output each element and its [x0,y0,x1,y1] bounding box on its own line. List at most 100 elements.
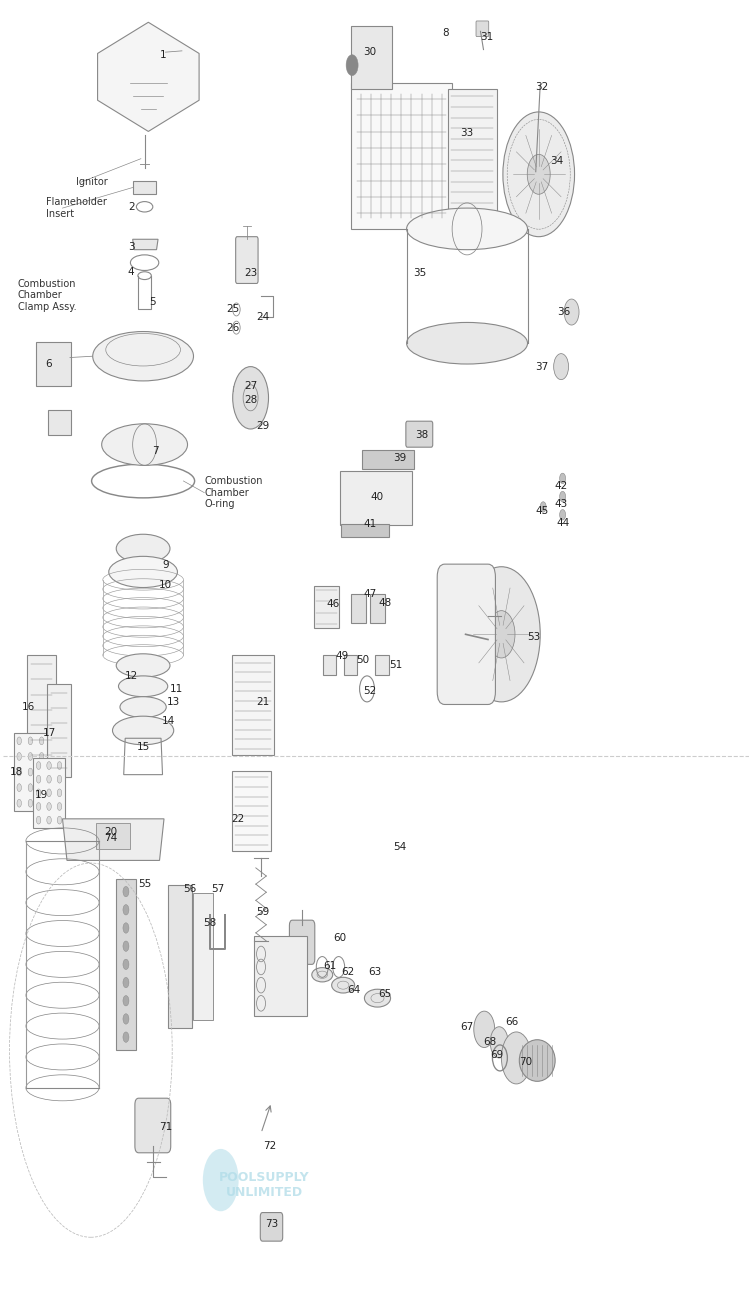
Circle shape [559,492,566,501]
Polygon shape [62,818,164,860]
Text: 47: 47 [363,589,377,599]
Circle shape [47,803,51,810]
Circle shape [57,775,62,783]
Circle shape [203,1148,238,1211]
Text: Ignitor: Ignitor [76,177,108,187]
Circle shape [17,769,22,776]
Text: 29: 29 [256,422,269,432]
Text: 64: 64 [347,985,360,996]
Text: 39: 39 [393,453,407,462]
Text: 27: 27 [244,381,257,392]
Text: 60: 60 [334,933,347,944]
Text: 13: 13 [166,697,180,707]
Circle shape [17,737,22,745]
Text: 38: 38 [416,431,429,441]
Text: 31: 31 [480,31,493,42]
Ellipse shape [332,977,355,993]
Circle shape [123,996,129,1006]
Text: 33: 33 [460,128,474,138]
FancyBboxPatch shape [33,758,65,827]
Ellipse shape [117,534,170,562]
Circle shape [17,800,22,806]
Text: 9: 9 [162,560,168,570]
Circle shape [28,784,32,792]
Ellipse shape [109,556,177,587]
Text: 14: 14 [162,716,175,727]
Ellipse shape [365,989,390,1007]
Text: 45: 45 [535,506,548,515]
Circle shape [47,790,51,797]
Text: 24: 24 [256,312,269,322]
Text: 68: 68 [483,1037,496,1048]
FancyBboxPatch shape [344,655,357,675]
FancyBboxPatch shape [447,89,497,210]
Text: 53: 53 [528,632,541,642]
Ellipse shape [520,1040,555,1082]
Ellipse shape [92,331,193,381]
Ellipse shape [119,676,168,697]
Text: 35: 35 [413,268,426,278]
Circle shape [57,790,62,797]
Text: 41: 41 [363,519,377,529]
Text: 8: 8 [442,27,449,38]
Circle shape [28,800,32,806]
Circle shape [123,977,129,988]
FancyBboxPatch shape [340,471,412,525]
Circle shape [559,474,566,484]
Circle shape [490,1027,508,1058]
Text: 25: 25 [226,304,239,315]
Text: 54: 54 [393,843,407,852]
Circle shape [39,753,44,761]
FancyBboxPatch shape [117,878,135,1051]
FancyBboxPatch shape [193,893,213,1021]
Text: POOLSUPPLY
UNLIMITED: POOLSUPPLY UNLIMITED [219,1172,309,1199]
Circle shape [39,769,44,776]
Circle shape [559,509,566,519]
Circle shape [17,784,22,792]
Circle shape [564,299,579,325]
FancyBboxPatch shape [362,450,414,470]
Circle shape [123,923,129,933]
Text: 69: 69 [490,1051,504,1061]
Circle shape [123,886,129,897]
Text: 20: 20 [105,827,117,837]
Ellipse shape [102,424,187,466]
Text: 74: 74 [105,834,117,843]
Text: 51: 51 [390,660,403,671]
Text: 56: 56 [183,883,196,894]
Text: 16: 16 [23,702,35,713]
Text: 73: 73 [265,1219,278,1229]
Text: 19: 19 [35,791,48,800]
FancyBboxPatch shape [47,684,71,778]
Circle shape [36,803,41,810]
Polygon shape [98,22,199,132]
FancyBboxPatch shape [135,1099,171,1152]
Text: 59: 59 [256,907,269,917]
Circle shape [123,941,129,951]
Circle shape [232,367,268,429]
Text: 7: 7 [153,446,159,455]
Text: 12: 12 [125,671,138,681]
Text: 32: 32 [535,82,548,93]
Text: Combustion
Chamber
O-ring: Combustion Chamber O-ring [205,476,262,509]
Circle shape [462,566,540,702]
FancyBboxPatch shape [96,822,130,848]
Circle shape [47,775,51,783]
FancyBboxPatch shape [350,84,452,228]
Circle shape [36,762,41,770]
Circle shape [503,112,575,236]
Circle shape [123,904,129,915]
Text: 58: 58 [204,917,217,928]
Ellipse shape [407,207,528,249]
Text: 6: 6 [46,359,53,369]
Text: 36: 36 [557,307,571,317]
Text: 46: 46 [326,599,339,609]
Text: 21: 21 [256,697,269,707]
Circle shape [57,803,62,810]
Ellipse shape [312,967,332,981]
Text: 62: 62 [341,967,354,977]
FancyBboxPatch shape [476,21,489,37]
Text: 17: 17 [42,728,56,739]
Circle shape [123,1014,129,1024]
Text: 72: 72 [263,1142,277,1151]
